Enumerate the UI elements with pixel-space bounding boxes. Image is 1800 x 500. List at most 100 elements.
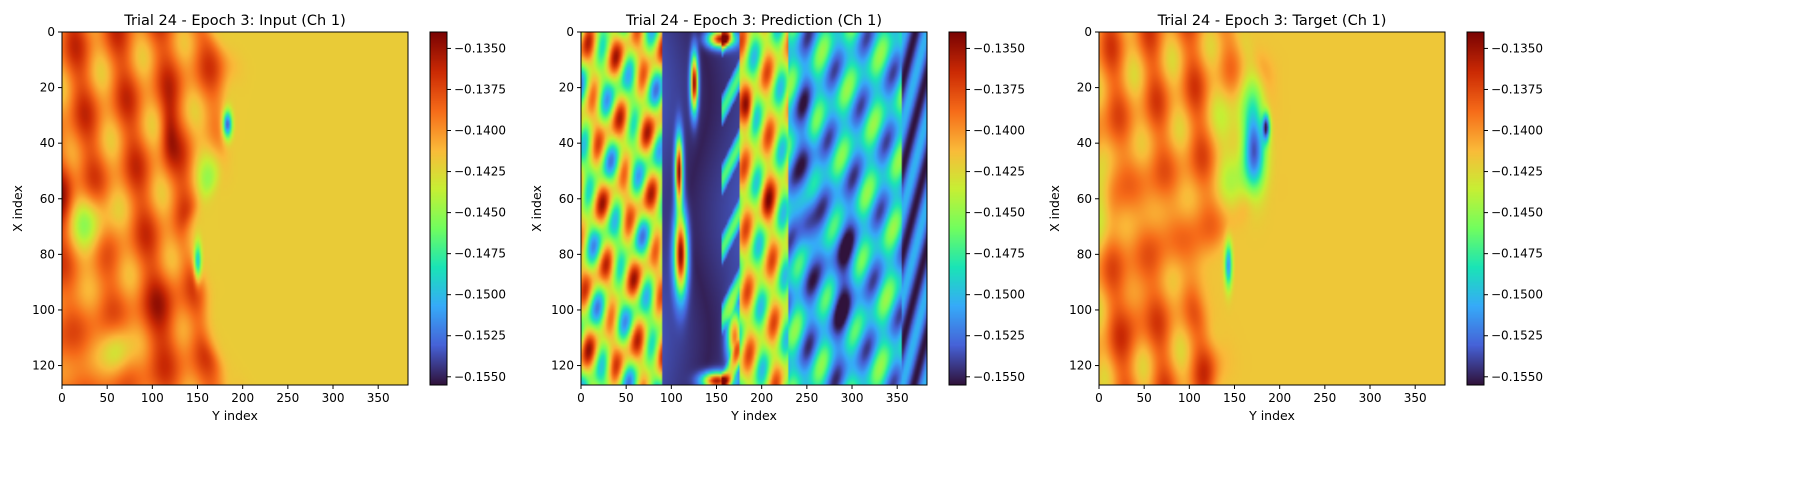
colorbar-tick-label: −0.1350 (973, 41, 1025, 55)
x-tick-label: 350 (1404, 391, 1427, 405)
x-tick-label: 350 (367, 391, 390, 405)
colorbar-tick-label: −0.1450 (1491, 206, 1543, 220)
y-tick-label: 20 (1077, 81, 1092, 95)
colorbar-tick-label: −0.1450 (454, 206, 506, 220)
y-tick-label: 80 (1077, 247, 1092, 261)
colorbar-gradient (949, 32, 966, 385)
colorbar-tick-label: −0.1475 (1491, 247, 1543, 261)
x-tick-label: 50 (1137, 391, 1152, 405)
x-tick-label: 50 (100, 391, 115, 405)
y-tick-label: 120 (32, 359, 55, 373)
x-tick-label: 0 (1095, 391, 1103, 405)
heatmap-image (1099, 32, 1445, 385)
chart-title: Trial 24 - Epoch 3: Prediction (Ch 1) (625, 13, 882, 29)
y-axis-label: X index (1047, 185, 1062, 232)
x-axis-label: Y index (211, 408, 258, 423)
colorbar-tick-label: −0.1350 (454, 41, 506, 55)
colorbar-frame (1466, 31, 1485, 386)
y-axis-label: X index (529, 185, 544, 232)
x-tick-label: 300 (841, 391, 864, 405)
y-tick-label: 60 (559, 192, 574, 206)
x-axis-label: Y index (730, 408, 777, 423)
colorbar-tick-label: −0.1425 (1491, 165, 1543, 179)
x-axis-label: Y index (1248, 408, 1295, 423)
colorbar-tick-label: −0.1550 (973, 370, 1025, 384)
y-tick-label: 60 (40, 192, 55, 206)
y-tick-label: 100 (1069, 303, 1092, 317)
x-tick-label: 200 (750, 391, 773, 405)
colorbar-frame (948, 31, 967, 386)
colorbar-tick-label: −0.1400 (1491, 124, 1543, 138)
y-tick-label: 100 (32, 303, 55, 317)
x-tick-label: 300 (322, 391, 345, 405)
y-axis-label: X index (10, 185, 25, 232)
colorbar-tick-label: −0.1500 (973, 288, 1025, 302)
x-tick-label: 50 (619, 391, 634, 405)
colorbar-tick-label: −0.1375 (1491, 82, 1543, 96)
axes-frame (61, 31, 409, 386)
colorbar-tick-label: −0.1525 (454, 329, 506, 343)
y-tick-label: 20 (559, 81, 574, 95)
colorbar-tick-label: −0.1475 (973, 247, 1025, 261)
y-tick-label: 120 (551, 359, 574, 373)
axes-frame (1098, 31, 1446, 386)
colorbar-tick-label: −0.1400 (973, 124, 1025, 138)
x-tick-label: 250 (795, 391, 818, 405)
x-tick-label: 150 (705, 391, 728, 405)
y-tick-label: 40 (1077, 136, 1092, 150)
x-tick-label: 100 (141, 391, 164, 405)
colorbar-tick-label: −0.1525 (1491, 329, 1543, 343)
y-tick-label: 100 (551, 303, 574, 317)
colorbar-tick-label: −0.1425 (454, 165, 506, 179)
colorbar-tick-label: −0.1550 (1491, 370, 1543, 384)
chart-title: Trial 24 - Epoch 3: Target (Ch 1) (1157, 13, 1387, 29)
x-tick-label: 0 (58, 391, 66, 405)
colorbar-tick-label: −0.1375 (973, 82, 1025, 96)
colorbar-tick-label: −0.1400 (454, 124, 506, 138)
colorbar-tick-label: −0.1425 (973, 165, 1025, 179)
y-tick-label: 0 (47, 25, 55, 39)
x-tick-label: 350 (886, 391, 909, 405)
heatmap-panel-input: Trial 24 - Epoch 3: Input (Ch 1) 0 50 100 15… (10, 13, 506, 423)
x-tick-label: 150 (186, 391, 209, 405)
x-tick-label: 100 (660, 391, 683, 405)
x-tick-label: 200 (1268, 391, 1291, 405)
x-tick-label: 250 (276, 391, 299, 405)
x-tick-label: 150 (1223, 391, 1246, 405)
heatmap-panel-prediction: Trial 24 - Epoch 3: Prediction (Ch 1) 0 50… (529, 13, 1025, 423)
y-tick-label: 40 (559, 136, 574, 150)
heatmap-panel-target: Trial 24 - Epoch 3: Target (Ch 1) 0 50 100 1… (1047, 13, 1543, 423)
colorbar-tick-label: −0.1450 (973, 206, 1025, 220)
colorbar-tick-label: −0.1550 (454, 370, 506, 384)
x-tick-label: 0 (577, 391, 585, 405)
y-tick-label: 20 (40, 81, 55, 95)
x-tick-label: 250 (1313, 391, 1336, 405)
colorbar: −0.1350 −0.1375 −0.1400 −0.1425 −0.1450 −0.14… (1466, 31, 1543, 386)
colorbar-gradient (430, 32, 447, 385)
colorbar-tick-label: −0.1350 (1491, 41, 1543, 55)
colorbar-frame (429, 31, 448, 386)
colorbar-tick-label: −0.1475 (454, 247, 506, 261)
axes-frame (580, 31, 928, 386)
y-tick-label: 40 (40, 136, 55, 150)
x-tick-label: 300 (1359, 391, 1382, 405)
y-tick-label: 80 (40, 247, 55, 261)
colorbar-tick-label: −0.1500 (1491, 288, 1543, 302)
colorbar-tick-label: −0.1525 (973, 329, 1025, 343)
y-tick-label: 0 (1084, 25, 1092, 39)
y-tick-label: 60 (1077, 192, 1092, 206)
x-tick-label: 200 (231, 391, 254, 405)
x-tick-label: 100 (1178, 391, 1201, 405)
colorbar: −0.1350 −0.1375 −0.1400 −0.1425 −0.1450 −0.14… (429, 31, 506, 386)
colorbar-gradient (1467, 32, 1484, 385)
heatmap-image (581, 32, 927, 385)
heatmap-image (62, 32, 408, 385)
y-tick-label: 0 (566, 25, 574, 39)
colorbar-tick-label: −0.1375 (454, 82, 506, 96)
chart-title: Trial 24 - Epoch 3: Input (Ch 1) (123, 13, 346, 29)
colorbar: −0.1350 −0.1375 −0.1400 −0.1425 −0.1450 −0.14… (948, 31, 1025, 386)
colorbar-tick-label: −0.1500 (454, 288, 506, 302)
y-tick-label: 120 (1069, 359, 1092, 373)
